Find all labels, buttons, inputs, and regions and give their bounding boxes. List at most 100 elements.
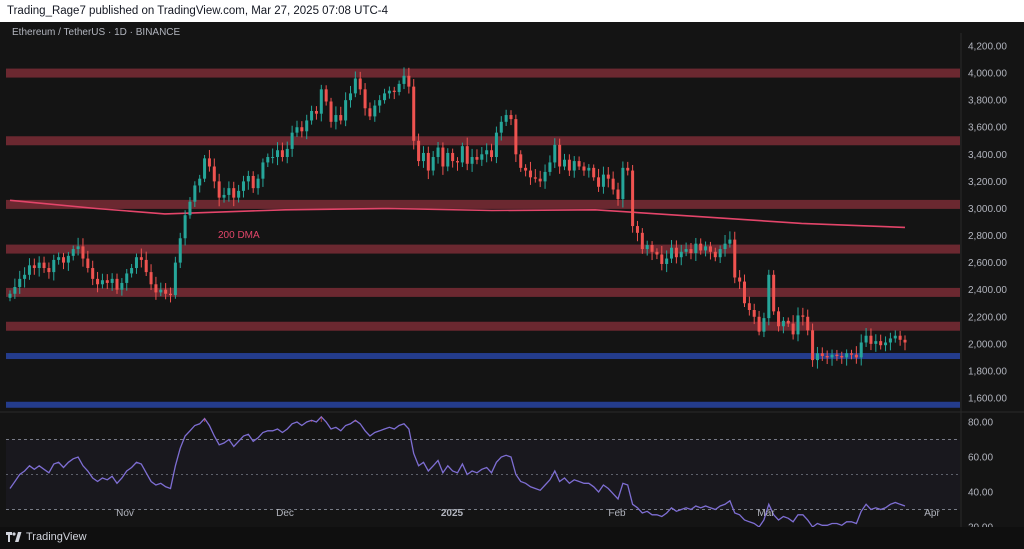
- candle-body: [494, 132, 498, 158]
- candle-body: [684, 249, 688, 252]
- candle-body: [61, 257, 66, 263]
- publisher-bar: Trading_Rage7 published on TradingView.c…: [0, 0, 1024, 22]
- candle-body: [227, 188, 231, 195]
- candle-body: [421, 152, 425, 162]
- candle-body: [835, 354, 839, 357]
- candle-body: [76, 246, 80, 250]
- support-band: [6, 401, 960, 408]
- time-tick-label: Mar: [757, 508, 775, 519]
- candle-body: [431, 157, 435, 171]
- resistance-band: [6, 199, 960, 209]
- candle-body: [383, 93, 387, 101]
- candle-body: [572, 161, 576, 171]
- candle-body: [149, 272, 153, 285]
- candle-body: [728, 239, 732, 244]
- rsi-tick-label: 80.00: [968, 418, 993, 429]
- candle-body: [548, 162, 552, 172]
- candle-body: [582, 166, 586, 171]
- candle-body: [314, 110, 318, 114]
- rsi-line: [9, 415, 906, 528]
- candle-body: [310, 110, 314, 121]
- candle-body: [514, 119, 518, 155]
- candle-body: [120, 282, 124, 290]
- candle-body: [854, 354, 858, 358]
- candle-body: [139, 257, 143, 260]
- candle-body: [679, 251, 683, 258]
- candle-body: [295, 127, 299, 133]
- candle-body: [71, 249, 75, 256]
- candle-body: [528, 170, 532, 178]
- candle-body: [52, 259, 56, 273]
- candle-body: [470, 157, 474, 164]
- candle-body: [815, 353, 819, 361]
- candle-body: [845, 353, 849, 358]
- candle-body: [37, 262, 41, 269]
- candle-body: [125, 273, 129, 283]
- price-tick-label: 3,200.00: [968, 177, 1007, 188]
- tradingview-logo[interactable]: TradingView: [6, 531, 87, 543]
- candle-body: [81, 246, 85, 259]
- candle-body: [392, 90, 396, 93]
- candle-body: [772, 274, 776, 312]
- candle-body: [888, 338, 892, 343]
- candle-body: [811, 330, 815, 361]
- candle-body: [105, 280, 109, 283]
- price-tick-label: 4,000.00: [968, 69, 1007, 80]
- price-tick-label: 2,800.00: [968, 231, 1007, 242]
- candle-body: [285, 148, 289, 158]
- candle-body: [280, 150, 284, 158]
- candle-body: [723, 243, 727, 250]
- candle-body: [319, 89, 323, 114]
- candle-body: [597, 177, 601, 187]
- candle-body: [261, 162, 265, 179]
- footer-bar: [0, 527, 1024, 549]
- candle-body: [631, 170, 635, 227]
- candle-body: [173, 262, 177, 296]
- candle-body: [499, 121, 503, 133]
- candle-body: [718, 249, 722, 258]
- candle-body: [329, 101, 333, 122]
- candle-body: [626, 167, 630, 171]
- candle-body: [144, 259, 148, 273]
- candle-body: [786, 320, 790, 324]
- dma-200-line: [9, 199, 906, 229]
- candle-body: [616, 189, 620, 199]
- candle-body: [820, 353, 824, 357]
- candle-body: [198, 178, 202, 186]
- candle-body: [655, 251, 659, 255]
- candle-body: [217, 181, 221, 198]
- candle-body: [543, 171, 547, 182]
- price-tick-label: 2,000.00: [968, 339, 1007, 350]
- candle-body: [558, 144, 562, 167]
- candle-body: [300, 127, 304, 132]
- candle-body: [334, 115, 338, 122]
- candle-body: [86, 258, 90, 269]
- price-tick-label: 3,800.00: [968, 96, 1007, 107]
- candle-body: [864, 335, 868, 343]
- candle-body: [538, 178, 542, 182]
- candle-body: [757, 316, 761, 332]
- candle-body: [47, 268, 51, 273]
- candle-body: [893, 335, 897, 339]
- candle-body: [271, 157, 275, 159]
- candle-body: [100, 280, 104, 285]
- candle-body: [207, 158, 211, 167]
- candle-body: [577, 161, 581, 167]
- dma-label: 200 DMA: [218, 230, 260, 241]
- time-tick-label: 2025: [441, 508, 464, 519]
- candle-body: [169, 293, 173, 296]
- candle-body: [115, 278, 119, 290]
- candle-body: [203, 158, 207, 179]
- candle-body: [670, 247, 674, 259]
- candle-body: [368, 108, 372, 117]
- candle-body: [830, 354, 834, 358]
- resistance-band: [6, 68, 960, 78]
- candle-body: [460, 146, 464, 163]
- candle-body: [441, 147, 445, 167]
- candle-body: [524, 167, 528, 171]
- candle-body: [621, 167, 625, 199]
- candle-body: [694, 243, 698, 254]
- candle-body: [18, 278, 22, 287]
